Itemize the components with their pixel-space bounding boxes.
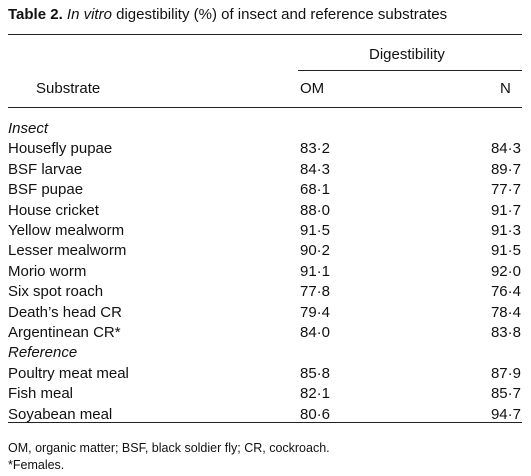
n-digestibility-cell: 91·5 — [490, 242, 521, 260]
title-text: digestibility (%) of insect and referenc… — [111, 6, 448, 23]
substrate-column-header: Substrate — [36, 80, 101, 97]
n-digestibility-cell: 91·3 — [490, 222, 521, 239]
om-digestibility-cell: 85·8 — [300, 364, 331, 382]
n-digestibility-cell: 87·9 — [490, 364, 521, 382]
n-digestibility-cell: 78·4 — [490, 303, 521, 321]
n-digestibility-cell: 89·7 — [490, 160, 521, 178]
title-italic: In vitro — [66, 6, 112, 23]
om-digestibility-cell: 80·6 — [300, 405, 331, 423]
n-digestibility-cell: 84·3 — [490, 140, 521, 158]
section-heading-reference: Reference — [8, 344, 78, 362]
substrate-cell: Morio worm — [8, 262, 87, 280]
digestibility-group-header: Digestibility — [369, 46, 445, 63]
substrate-cell: Soyabean meal — [8, 405, 113, 423]
group-header-rule — [298, 70, 522, 71]
om-digestibility-cell: 68·1 — [300, 181, 331, 199]
om-digestibility-cell: 79·4 — [300, 303, 331, 321]
substrate-cell: Poultry meat meal — [8, 364, 129, 382]
substrate-cell: Fish meal — [8, 385, 74, 403]
table-label: Table 2. — [8, 6, 63, 23]
substrate-cell: Argentinean CR* — [8, 324, 121, 341]
om-digestibility-cell: 90·2 — [300, 242, 331, 260]
om-digestibility-cell: 82·1 — [300, 385, 331, 403]
om-digestibility-cell: 91·5 — [300, 222, 331, 239]
section-heading-insect: Insect — [8, 120, 49, 137]
n-digestibility-cell: 91·7 — [490, 201, 521, 219]
table-title: Table 2. In vitro digestibility (%) of i… — [8, 6, 447, 23]
n-digestibility-cell: 76·4 — [490, 283, 521, 301]
n-digestibility-cell: 83·8 — [490, 324, 521, 341]
om-digestibility-cell: 84·3 — [300, 160, 331, 178]
substrate-cell: Six spot roach — [8, 283, 104, 301]
om-digestibility-cell: 84·0 — [300, 324, 331, 341]
n-digestibility-cell: 92·0 — [490, 262, 521, 280]
substrate-cell: BSF pupae — [8, 181, 84, 199]
substrate-cell: BSF larvae — [8, 160, 83, 178]
substrate-cell: Lesser mealworm — [8, 242, 127, 260]
n-digestibility-cell: 77·7 — [490, 181, 521, 199]
substrate-cell: House cricket — [8, 201, 99, 219]
footnote-females: *Females. — [8, 458, 65, 472]
substrate-cell: Death’s head CR — [8, 303, 122, 321]
substrate-cell: Housefly pupae — [8, 140, 113, 158]
header-rule — [8, 107, 522, 108]
om-digestibility-cell: 83·2 — [300, 140, 331, 158]
n-digestibility-cell: 94·7 — [490, 405, 521, 423]
bottom-rule — [8, 422, 522, 423]
footnote-abbreviations: OM, organic matter; BSF, black soldier f… — [8, 441, 330, 455]
n-digestibility-cell: 85·7 — [490, 385, 521, 403]
substrate-cell: Yellow mealworm — [8, 222, 125, 239]
n-column-header: N — [500, 80, 511, 97]
om-digestibility-cell: 77·8 — [300, 283, 331, 301]
top-rule — [8, 34, 522, 35]
om-column-header: OM — [300, 80, 325, 97]
om-digestibility-cell: 88·0 — [300, 201, 331, 219]
om-digestibility-cell: 91·1 — [300, 262, 331, 280]
